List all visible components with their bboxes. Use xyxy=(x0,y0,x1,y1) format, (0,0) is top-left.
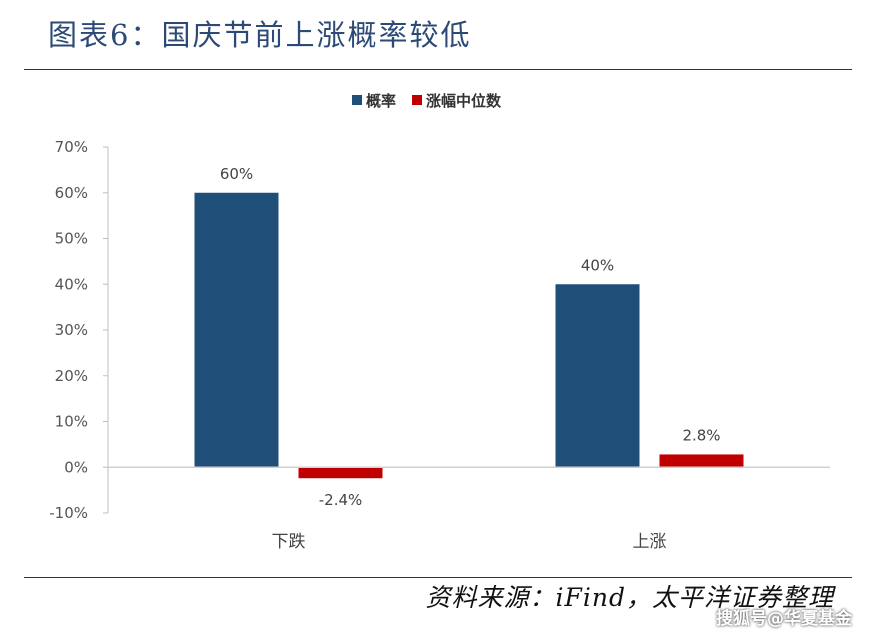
y-axis: -10% 0% 10% 20% 30% 40% 50% 60% 70% xyxy=(49,138,109,522)
bar-probability xyxy=(194,192,279,468)
legend-label: 概率 xyxy=(366,92,396,110)
x-axis: 下跌 上涨 xyxy=(108,466,830,552)
watermark: 搜狐号@华夏基金 xyxy=(716,609,852,629)
y-tick-label: 0% xyxy=(64,458,88,476)
y-tick-label: -10% xyxy=(49,504,88,522)
data-label: 2.8% xyxy=(682,426,720,444)
top-divider xyxy=(24,69,852,70)
chart-bars: 60% -2.4% 40% 2.8% xyxy=(194,165,744,509)
y-tick-label: 50% xyxy=(55,230,88,248)
legend-swatch xyxy=(352,95,362,105)
y-tick-label: 60% xyxy=(55,184,88,202)
page-title: 图表6：国庆节前上涨概率较低 xyxy=(48,18,472,52)
y-tick-label: 30% xyxy=(55,321,88,339)
data-label: 60% xyxy=(220,165,253,183)
legend-swatch xyxy=(412,95,423,105)
y-tick-label: 40% xyxy=(55,275,88,293)
bar-median-gain xyxy=(659,454,744,468)
bottom-divider xyxy=(24,577,852,578)
x-category-label: 下跌 xyxy=(272,532,306,552)
chart-legend: 概率 涨幅中位数 xyxy=(352,92,502,110)
y-tick-label: 10% xyxy=(55,413,88,431)
bar-probability xyxy=(555,284,640,468)
x-category-label: 上涨 xyxy=(633,532,667,552)
y-tick-label: 20% xyxy=(55,367,88,385)
bar-median-gain xyxy=(298,467,383,479)
legend-label: 涨幅中位数 xyxy=(426,92,502,110)
data-label: 40% xyxy=(581,256,614,274)
y-tick-label: 70% xyxy=(55,138,88,156)
data-label: -2.4% xyxy=(319,491,363,509)
source-note: 资料来源：iFind，太平洋证券整理 xyxy=(425,583,834,612)
